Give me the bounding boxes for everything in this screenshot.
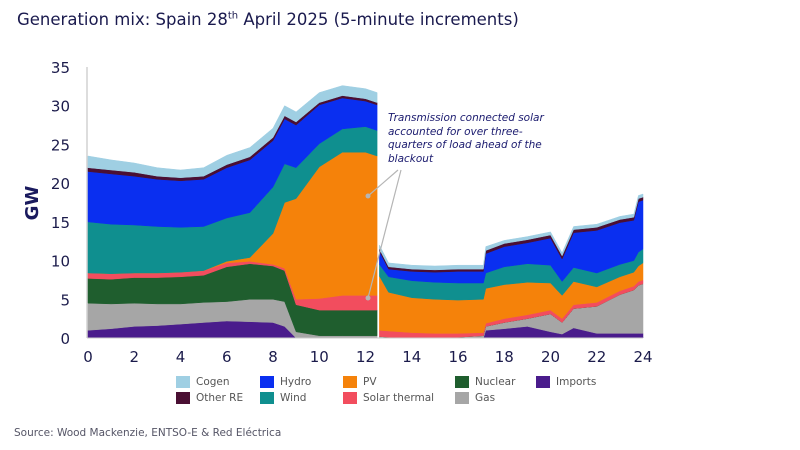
legend-item: Cogen: [176, 376, 260, 388]
legend-label: Gas: [475, 392, 496, 404]
legend-swatch: [343, 376, 357, 388]
x-tick-label: 0: [83, 348, 93, 366]
y-tick-label: 35: [51, 59, 70, 77]
y-tick-label: 5: [60, 291, 70, 309]
legend-label: Solar thermal: [363, 392, 435, 404]
legend-swatch: [455, 392, 469, 404]
legend-swatch: [455, 376, 469, 388]
x-tick-label: 24: [633, 348, 652, 366]
legend-swatch: [176, 392, 190, 404]
chart-title: Generation mix: Spain 28th April 2025 (5…: [17, 10, 519, 29]
legend-label: Other RE: [196, 392, 244, 404]
x-tick-label: 22: [587, 348, 606, 366]
x-tick-label: 16: [448, 348, 467, 366]
legend-label: Hydro: [280, 376, 312, 388]
legend-swatch: [343, 392, 357, 404]
legend-swatch: [260, 376, 274, 388]
x-tick-label: 18: [495, 348, 514, 366]
y-tick-label: 30: [51, 98, 70, 116]
x-tick-label: 20: [541, 348, 560, 366]
x-tick-label: 14: [402, 348, 421, 366]
annotation: Transmission connected solar accounted f…: [388, 112, 544, 165]
legend-item: Imports: [536, 376, 626, 388]
y-tick-label: 0: [60, 330, 70, 348]
x-tick-label: 12: [356, 348, 375, 366]
legend-label: PV: [363, 376, 377, 388]
legend-item: Other RE: [176, 392, 260, 404]
legend: Cogen Hydro PV Nuclear Imports Other RE Wind So…: [176, 376, 626, 404]
legend-item: Hydro: [260, 376, 343, 388]
x-tick-label: 8: [268, 348, 278, 366]
x-tick-label: 2: [129, 348, 139, 366]
area-cogen-seg0: [87, 85, 378, 178]
source-note: Source: Wood Mackenzie, ENTSO-E & Red El…: [14, 427, 282, 439]
annotation-leader-solar-thermal: [367, 169, 402, 299]
legend-item: Wind: [260, 392, 343, 404]
x-tick-label: 10: [310, 348, 329, 366]
legend-item: Nuclear: [455, 376, 536, 388]
legend-label: Imports: [556, 376, 597, 388]
x-tick-label: 6: [222, 348, 232, 366]
x-tick-label: 4: [176, 348, 186, 366]
y-tick-label: 10: [51, 253, 70, 271]
annotation-dot-pv: [365, 193, 371, 199]
legend-label: Cogen: [196, 376, 230, 388]
annotation-dot-solar-thermal: [365, 295, 371, 301]
area-cogen-seg1: [379, 193, 644, 271]
legend-label: Nuclear: [475, 376, 516, 388]
annotation-leader-pv: [367, 169, 399, 197]
y-tick-label: 25: [51, 136, 70, 154]
y-tick-label: 15: [51, 214, 70, 232]
legend-swatch: [176, 376, 190, 388]
legend-item: Gas: [455, 392, 536, 404]
legend-item: PV: [343, 376, 455, 388]
legend-item: Solar thermal: [343, 392, 455, 404]
y-axis-label: GW: [22, 186, 43, 221]
legend-swatch: [536, 376, 550, 388]
legend-swatch: [260, 392, 274, 404]
legend-label: Wind: [280, 392, 307, 404]
y-tick-label: 20: [51, 175, 70, 193]
